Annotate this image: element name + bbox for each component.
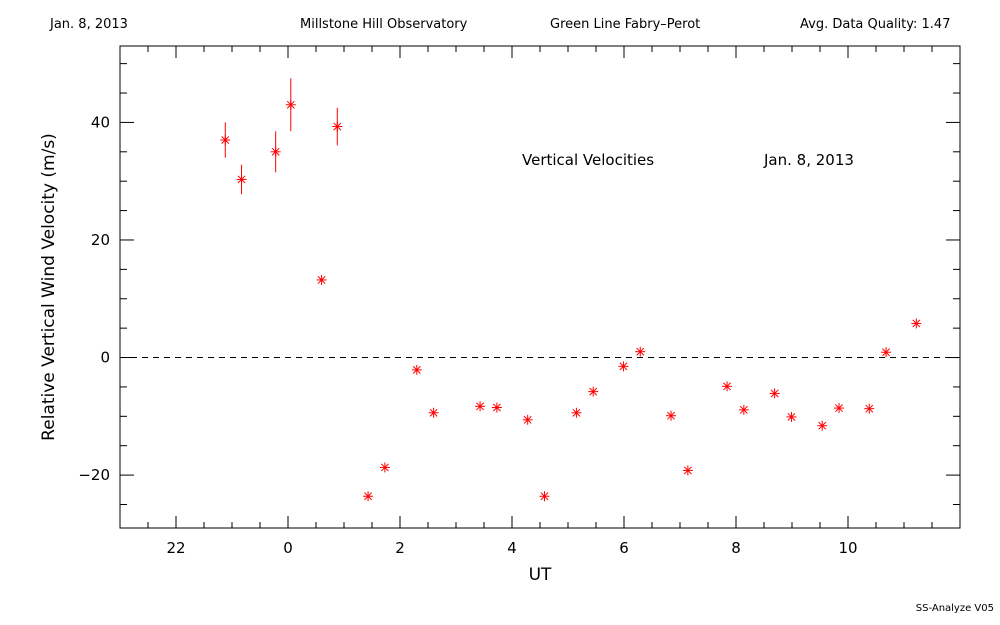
header-data-quality: Avg. Data Quality: 1.47 bbox=[800, 17, 951, 32]
data-point bbox=[834, 403, 845, 414]
data-point bbox=[864, 403, 875, 414]
plot-title: Vertical Velocities bbox=[522, 151, 654, 169]
y-tick-label: −20 bbox=[78, 466, 110, 484]
data-point bbox=[881, 347, 892, 358]
data-point bbox=[428, 407, 439, 418]
data-points bbox=[220, 78, 922, 502]
software-version: SS-Analyze V05 bbox=[915, 603, 994, 614]
y-axis-label: Relative Vertical Wind Velocity (m/s) bbox=[39, 133, 59, 441]
data-point bbox=[618, 361, 629, 372]
data-point bbox=[635, 346, 646, 357]
data-point bbox=[475, 401, 486, 412]
data-point bbox=[769, 388, 780, 399]
tick-labels: 22 0 2 4 6 8 10 −20 0 20 40 bbox=[78, 113, 857, 557]
data-point bbox=[682, 465, 693, 476]
x-tick-label: 0 bbox=[283, 539, 293, 557]
x-tick-label: 8 bbox=[731, 539, 741, 557]
data-point bbox=[522, 414, 533, 425]
x-tick-label: 2 bbox=[395, 539, 405, 557]
data-point bbox=[491, 402, 502, 413]
y-tick-label: 0 bbox=[100, 349, 110, 367]
x-tick-label: 4 bbox=[507, 539, 517, 557]
data-point bbox=[332, 107, 343, 146]
data-point bbox=[316, 274, 327, 285]
x-tick-label: 22 bbox=[166, 539, 185, 557]
data-point bbox=[738, 404, 749, 415]
data-point bbox=[220, 122, 231, 158]
data-point bbox=[786, 411, 797, 422]
data-point bbox=[722, 381, 733, 392]
x-axis-label: UT bbox=[529, 565, 552, 585]
data-point bbox=[379, 462, 390, 473]
data-point bbox=[285, 78, 296, 132]
data-point bbox=[236, 164, 247, 195]
data-point bbox=[571, 407, 582, 418]
data-point bbox=[817, 420, 828, 431]
plot-frame bbox=[119, 45, 961, 529]
header-observatory: Millstone Hill Observatory bbox=[300, 17, 468, 32]
plot-date-label: Jan. 8, 2013 bbox=[763, 151, 854, 169]
axis-ticks bbox=[120, 46, 960, 528]
data-point bbox=[270, 131, 281, 173]
y-tick-label: 20 bbox=[91, 231, 110, 249]
data-point bbox=[588, 386, 599, 397]
y-tick-label: 40 bbox=[91, 113, 110, 131]
header-instrument: Green Line Fabry–Perot bbox=[550, 17, 701, 32]
x-tick-label: 6 bbox=[619, 539, 629, 557]
data-point bbox=[911, 318, 922, 329]
data-point bbox=[666, 410, 677, 421]
data-point bbox=[539, 491, 550, 502]
data-point bbox=[363, 491, 374, 502]
x-tick-label: 10 bbox=[838, 539, 857, 557]
header-date: Jan. 8, 2013 bbox=[50, 17, 128, 32]
data-point bbox=[411, 364, 422, 375]
